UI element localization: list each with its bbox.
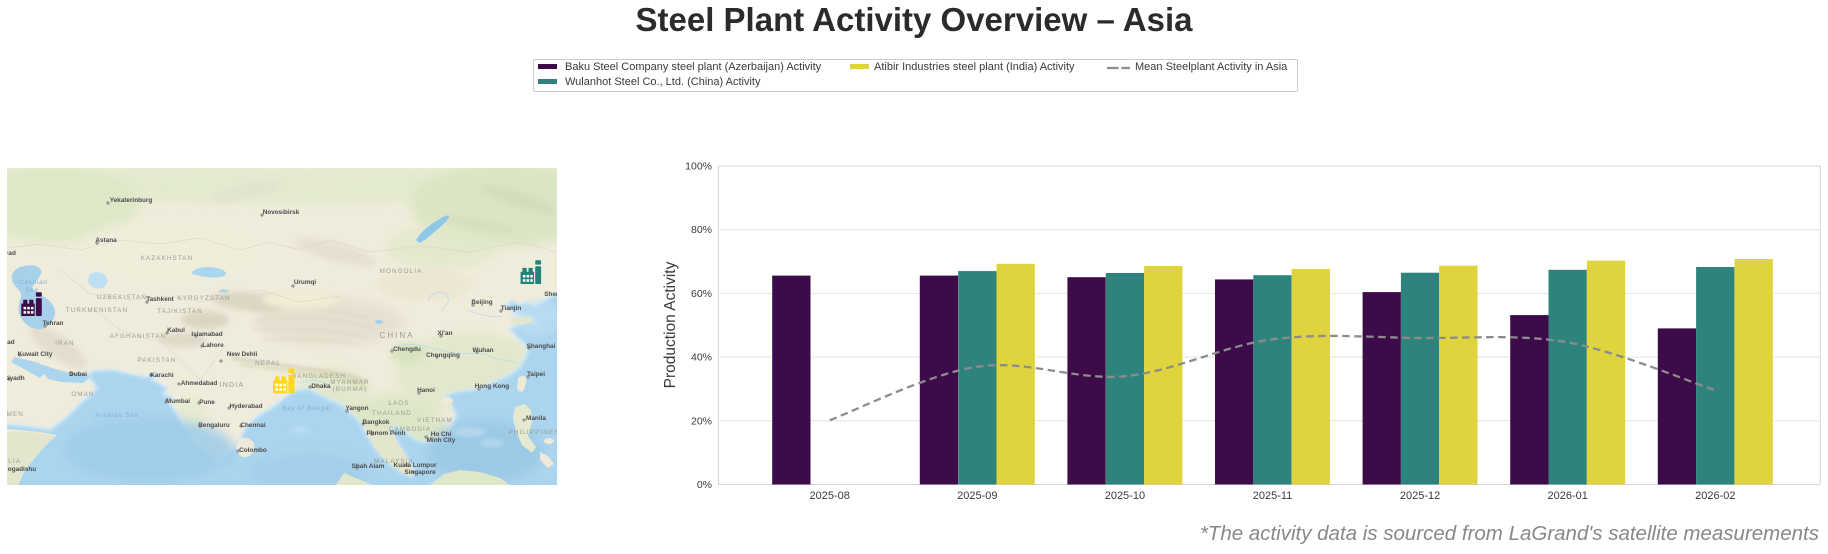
svg-text:Islamabad: Islamabad (191, 331, 222, 338)
svg-text:Singapore: Singapore (404, 469, 436, 476)
svg-text:Shanghai: Shanghai (527, 343, 556, 350)
svg-text:Minh City: Minh City (427, 437, 456, 444)
svg-text:0%: 0% (697, 479, 712, 491)
svg-text:100%: 100% (685, 161, 712, 173)
svg-text:Urumqi: Urumqi (294, 279, 317, 286)
svg-text:Yekaterinburg: Yekaterinburg (110, 197, 153, 204)
svg-text:Phnom Penh: Phnom Penh (366, 430, 405, 437)
svg-text:Shen: Shen (544, 291, 557, 298)
svg-text:Tianjin: Tianjin (501, 305, 522, 312)
svg-text:Ho Chi: Ho Chi (431, 431, 452, 438)
svg-text:YEMEN: YEMEN (7, 411, 24, 418)
svg-text:Tashkent: Tashkent (146, 296, 174, 303)
svg-text:Mumbai: Mumbai (166, 398, 190, 405)
svg-text:Astana: Astana (95, 237, 117, 244)
svg-text:THAILAND: THAILAND (372, 410, 412, 417)
svg-text:ogadishu: ogadishu (8, 466, 36, 473)
svg-text:Production Activity: Production Activity (662, 261, 679, 388)
svg-text:VIETNAM: VIETNAM (417, 417, 453, 424)
svg-text:40%: 40% (691, 352, 712, 364)
svg-text:MONGOLIA: MONGOLIA (380, 268, 423, 275)
svg-text:Arabian Sea: Arabian Sea (94, 412, 138, 419)
svg-text:IRAN: IRAN (55, 340, 74, 347)
svg-text:(BURMA): (BURMA) (333, 386, 368, 393)
svg-text:60%: 60% (691, 288, 712, 300)
svg-text:2025-11: 2025-11 (1253, 490, 1293, 502)
svg-text:AFGHANISTAN: AFGHANISTAN (110, 333, 166, 340)
svg-text:BANGLADESH: BANGLADESH (292, 373, 346, 380)
svg-text:MYANMAR: MYANMAR (330, 379, 369, 386)
svg-text:MALAYSIA: MALAYSIA (374, 458, 414, 465)
svg-text:LAOS: LAOS (388, 400, 409, 407)
svg-text:Lahore: Lahore (202, 342, 224, 349)
svg-text:PHILIPPINES: PHILIPPINES (509, 429, 557, 436)
svg-text:2026-02: 2026-02 (1695, 490, 1735, 502)
svg-text:Tehran: Tehran (43, 320, 64, 327)
svg-text:Wuhan: Wuhan (472, 347, 493, 354)
svg-text:NEPAL: NEPAL (255, 360, 281, 367)
svg-text:Xi'an: Xi'an (437, 330, 452, 337)
svg-text:Dubai: Dubai (69, 371, 87, 378)
svg-text:Kabul: Kabul (167, 327, 185, 334)
svg-text:PAKISTAN: PAKISTAN (137, 357, 176, 364)
svg-text:Dhaka: Dhaka (311, 383, 331, 390)
svg-text:TURKMENISTAN: TURKMENISTAN (66, 307, 128, 314)
svg-text:2025-10: 2025-10 (1105, 490, 1145, 502)
svg-text:Manila: Manila (526, 415, 546, 422)
svg-text:80%: 80% (691, 224, 712, 236)
svg-text:UZBEKISTAN: UZBEKISTAN (97, 294, 147, 301)
svg-text:Chennai: Chennai (240, 422, 265, 429)
svg-text:Karachi: Karachi (150, 372, 174, 379)
svg-text:Hong Kong: Hong Kong (475, 383, 510, 390)
svg-text:Hyderabad: Hyderabad (229, 403, 262, 410)
svg-text:Yangon: Yangon (345, 405, 368, 412)
svg-text:Colombo: Colombo (239, 447, 267, 454)
svg-text:Bay of Bengal: Bay of Bengal (282, 405, 332, 412)
svg-text:Hanoi: Hanoi (417, 387, 435, 394)
svg-text:2025-08: 2025-08 (810, 490, 850, 502)
svg-text:Chengdu: Chengdu (393, 346, 421, 353)
svg-text:Sea: Sea (25, 287, 39, 294)
svg-text:Kuwait City: Kuwait City (18, 351, 53, 358)
svg-text:CHINA: CHINA (380, 331, 415, 340)
svg-text:Taipei: Taipei (527, 371, 545, 378)
svg-text:Beijing: Beijing (471, 299, 492, 306)
svg-text:Pune: Pune (199, 399, 215, 406)
svg-text:2025-09: 2025-09 (957, 490, 997, 502)
svg-text:TAJIKISTAN: TAJIKISTAN (157, 308, 203, 315)
svg-text:Ahmedabad: Ahmedabad (181, 380, 218, 387)
svg-text:hdad: hdad (7, 339, 15, 346)
svg-text:OMAN: OMAN (71, 391, 94, 398)
svg-text:Caspian: Caspian (19, 279, 48, 286)
svg-text:2025-12: 2025-12 (1400, 490, 1440, 502)
svg-text:Kuala Lumpur: Kuala Lumpur (394, 462, 437, 469)
svg-text:ALIA: ALIA (7, 458, 21, 465)
svg-text:Bangkok: Bangkok (363, 419, 390, 426)
svg-text:INDIA: INDIA (220, 382, 245, 389)
svg-text:Chongqing: Chongqing (426, 352, 460, 359)
svg-text:Riyadh: Riyadh (7, 375, 25, 382)
svg-text:KAZAKHSTAN: KAZAKHSTAN (141, 255, 194, 262)
svg-text:2026-01: 2026-01 (1548, 490, 1588, 502)
svg-text:CAMBODIA: CAMBODIA (389, 426, 431, 433)
svg-text:KYRGYZSTAN: KYRGYZSTAN (177, 295, 230, 302)
svg-text:Bengaluru: Bengaluru (198, 422, 230, 429)
svg-text:Shah Alam: Shah Alam (352, 463, 385, 470)
svg-text:New Dehli: New Dehli (227, 351, 258, 358)
svg-text:Novosibirsk: Novosibirsk (263, 209, 300, 216)
svg-text:ograd: ograd (7, 250, 16, 257)
svg-text:20%: 20% (691, 415, 712, 427)
